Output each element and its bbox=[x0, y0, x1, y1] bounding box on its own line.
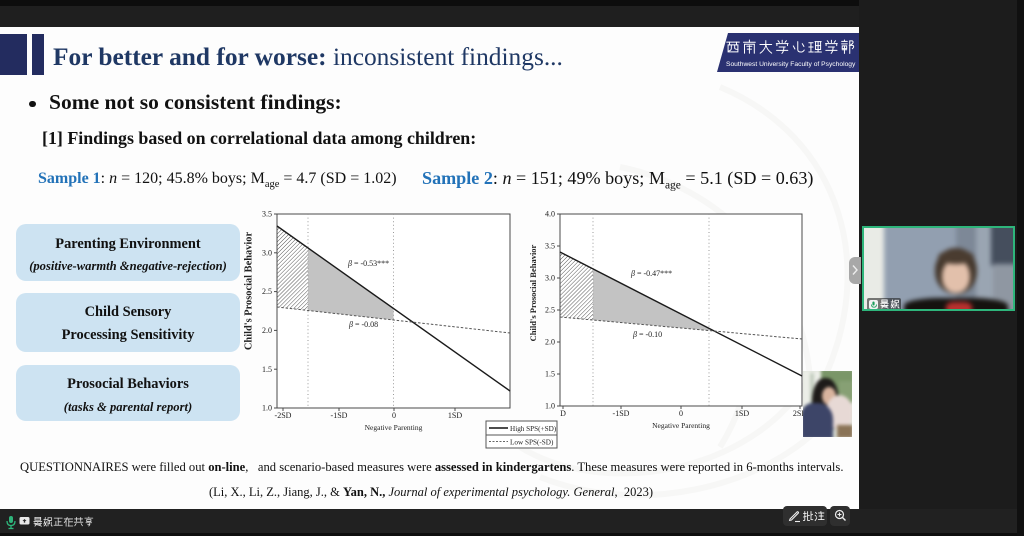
svg-text:3.5: 3.5 bbox=[262, 210, 272, 219]
svg-text:β = -0.08: β = -0.08 bbox=[348, 320, 378, 329]
svg-text:1.0: 1.0 bbox=[545, 402, 555, 411]
svg-text:3.0: 3.0 bbox=[262, 248, 272, 257]
svg-text:2.5: 2.5 bbox=[545, 306, 555, 315]
svg-text:1.0: 1.0 bbox=[262, 404, 272, 413]
svg-text:0: 0 bbox=[392, 411, 396, 420]
svg-text:-1SD: -1SD bbox=[331, 411, 348, 420]
svg-text:-2SD: -2SD bbox=[275, 411, 292, 420]
svg-text:D: D bbox=[560, 409, 566, 418]
svg-text:Negative Parenting: Negative Parenting bbox=[365, 423, 423, 432]
svg-text:β = -0.10: β = -0.10 bbox=[632, 330, 662, 339]
svg-text:1SD: 1SD bbox=[448, 411, 462, 420]
svg-text:0: 0 bbox=[679, 409, 683, 418]
svg-text:-1SD: -1SD bbox=[613, 409, 630, 418]
svg-text:1.5: 1.5 bbox=[262, 365, 272, 374]
svg-text:Child's Prosocial Behavior: Child's Prosocial Behavior bbox=[528, 244, 538, 341]
svg-text:2.0: 2.0 bbox=[262, 326, 272, 335]
svg-text:β = -0.47***: β = -0.47*** bbox=[630, 269, 672, 278]
svg-text:2SD: 2SD bbox=[793, 409, 807, 418]
svg-text:1.5: 1.5 bbox=[545, 370, 555, 379]
svg-text:4.0: 4.0 bbox=[545, 210, 555, 219]
svg-text:Southwest University Faculty o: Southwest University Faculty of Psycholo… bbox=[726, 61, 856, 68]
svg-text:3.0: 3.0 bbox=[545, 274, 555, 283]
svg-text:Negative Parenting: Negative Parenting bbox=[652, 421, 710, 430]
svg-text:3.5: 3.5 bbox=[545, 242, 555, 251]
svg-text:High SPS(+SD): High SPS(+SD) bbox=[510, 425, 557, 433]
svg-text:2.0: 2.0 bbox=[545, 338, 555, 347]
svg-text:Child's Prosocial Behavior: Child's Prosocial Behavior bbox=[244, 232, 255, 351]
svg-text:2.5: 2.5 bbox=[262, 287, 272, 296]
svg-text:Low SPS(-SD): Low SPS(-SD) bbox=[510, 439, 554, 447]
svg-text:1SD: 1SD bbox=[735, 409, 749, 418]
svg-text:β = -0.53***: β = -0.53*** bbox=[347, 259, 389, 268]
